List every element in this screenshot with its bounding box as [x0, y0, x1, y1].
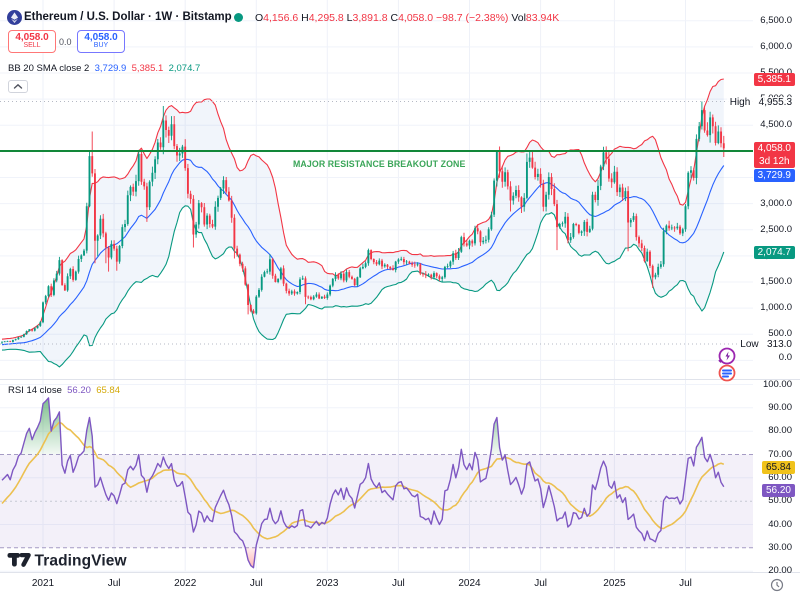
svg-text:TradingView: TradingView: [35, 553, 128, 570]
